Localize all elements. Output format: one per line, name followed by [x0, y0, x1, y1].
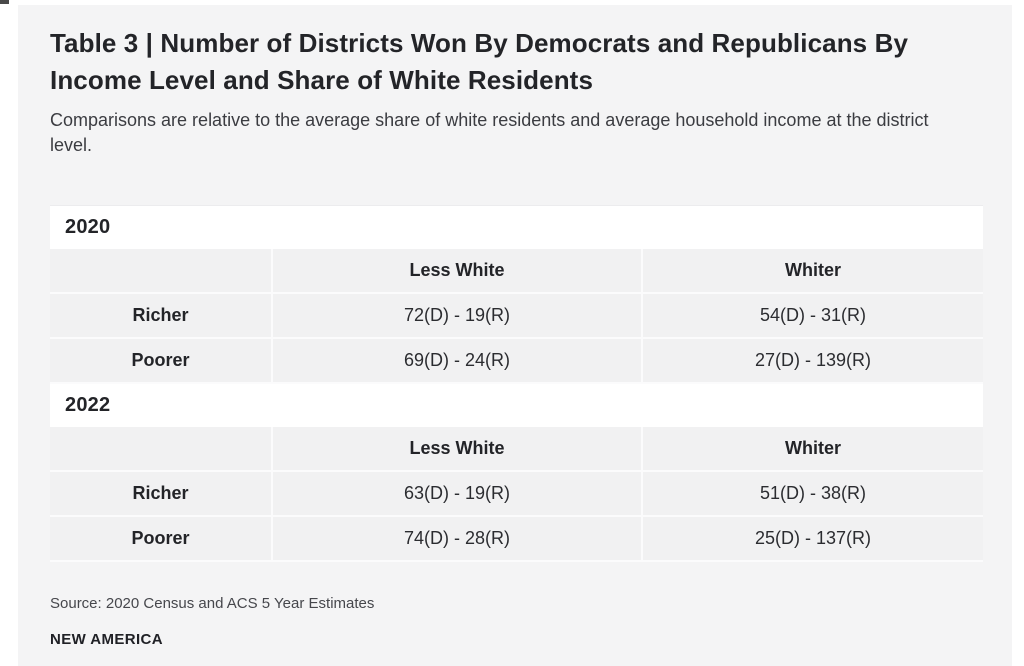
year-label-2020: 2020	[65, 216, 111, 238]
column-header-whiter: Whiter	[643, 249, 983, 294]
year-row-2020: 2020	[50, 206, 983, 249]
brand-wordmark: NEW AMERICA	[50, 631, 164, 648]
table-row-2022-richer: Richer 63(D) - 19(R) 51(D) - 38(R)	[50, 472, 983, 517]
value-2020-richer-less-white: 72(D) - 19(R)	[273, 294, 643, 339]
table-row-2022-poorer: Poorer 74(D) - 28(R) 25(D) - 137(R)	[50, 517, 983, 562]
year-label-2022: 2022	[65, 394, 111, 416]
figure-title: Table 3 | Number of Districts Won By Dem…	[50, 28, 908, 95]
value-2022-richer-whiter: 51(D) - 38(R)	[643, 472, 983, 517]
column-header-less-white: Less White	[273, 427, 643, 472]
row-label-richer: Richer	[50, 294, 273, 339]
column-header-whiter: Whiter	[643, 427, 983, 472]
table-row-2020-poorer: Poorer 69(D) - 24(R) 27(D) - 139(R)	[50, 339, 983, 384]
corner-cell	[50, 249, 273, 294]
column-header-row-2020: Less White Whiter	[50, 249, 983, 294]
districts-won-table: 2020 Less White Whiter Richer 72(D) - 19…	[50, 205, 983, 562]
report-figure-panel: Table 3 | Number of Districts Won By Dem…	[18, 5, 1012, 666]
value-2022-richer-less-white: 63(D) - 19(R)	[273, 472, 643, 517]
value-2020-richer-whiter: 54(D) - 31(R)	[643, 294, 983, 339]
value-2020-poorer-less-white: 69(D) - 24(R)	[273, 339, 643, 384]
source-note: Source: 2020 Census and ACS 5 Year Estim…	[50, 595, 375, 612]
figure-subtitle: Comparisons are relative to the average …	[50, 110, 929, 155]
corner-cell	[50, 427, 273, 472]
column-header-less-white: Less White	[273, 249, 643, 294]
value-2022-poorer-less-white: 74(D) - 28(R)	[273, 517, 643, 562]
row-label-poorer: Poorer	[50, 517, 273, 562]
column-header-row-2022: Less White Whiter	[50, 427, 983, 472]
value-2020-poorer-whiter: 27(D) - 139(R)	[643, 339, 983, 384]
year-row-2022: 2022	[50, 384, 983, 427]
table-row-2020-richer: Richer 72(D) - 19(R) 54(D) - 31(R)	[50, 294, 983, 339]
screen-corner-artifact	[0, 0, 9, 4]
value-2022-poorer-whiter: 25(D) - 137(R)	[643, 517, 983, 562]
row-label-richer: Richer	[50, 472, 273, 517]
row-label-poorer: Poorer	[50, 339, 273, 384]
